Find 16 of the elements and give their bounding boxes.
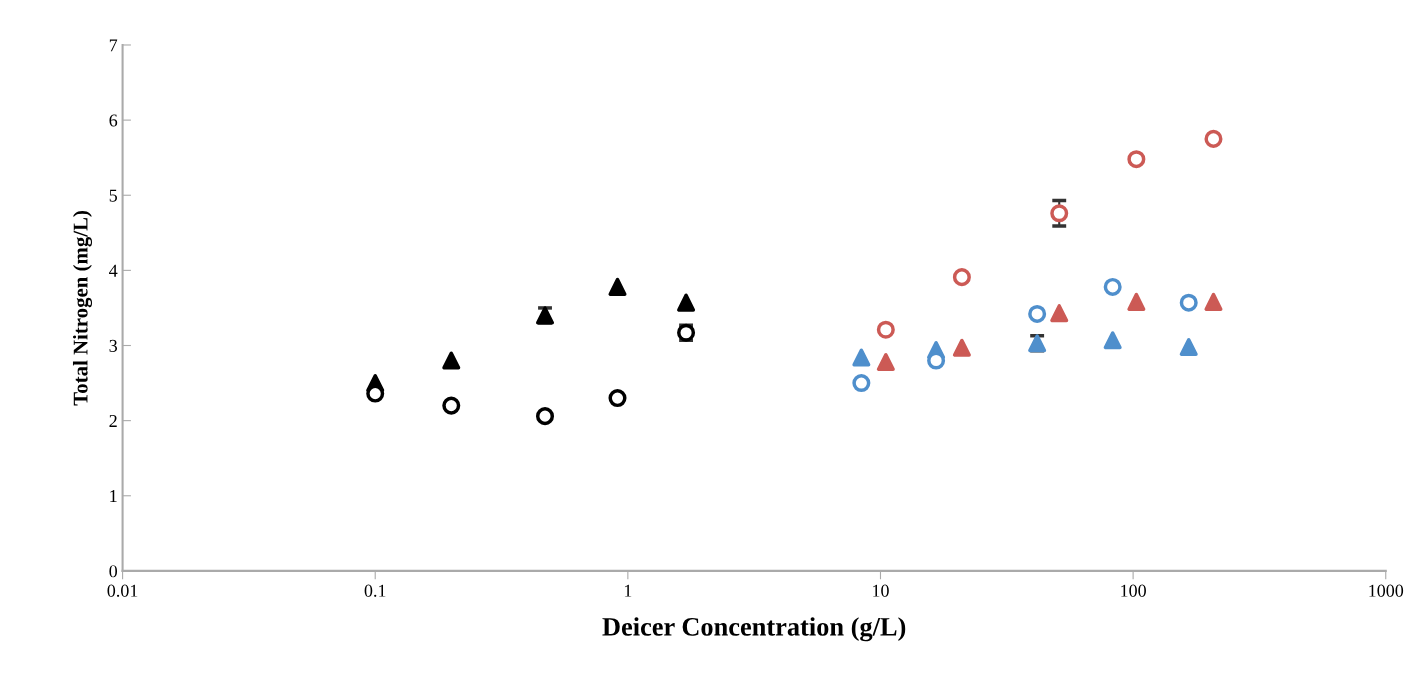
x-tick-label: 1 — [624, 584, 632, 597]
x-tick-label: 1000 — [1369, 584, 1404, 597]
y-tick-label: 1 — [110, 490, 117, 503]
y-axis-title: Total Nitrogen (mg/L) — [72, 211, 93, 406]
y-tick-label: 2 — [109, 414, 117, 427]
x-tick-label: 10 — [873, 584, 889, 597]
y-tick-label: 7 — [109, 39, 118, 52]
y-tick-label: 0 — [109, 565, 118, 578]
x-axis-title: Deicer Concentration (g/L) — [602, 617, 906, 642]
x-tick-label: 0.1 — [364, 584, 386, 597]
y-tick-label: 4 — [109, 264, 118, 277]
y-tick-label: 6 — [109, 114, 118, 127]
y-tick-label: 5 — [109, 189, 118, 202]
y-tick-label: 3 — [109, 339, 118, 352]
x-tick-label: 100 — [1121, 584, 1146, 597]
x-tick-label: 0.01 — [107, 584, 138, 597]
